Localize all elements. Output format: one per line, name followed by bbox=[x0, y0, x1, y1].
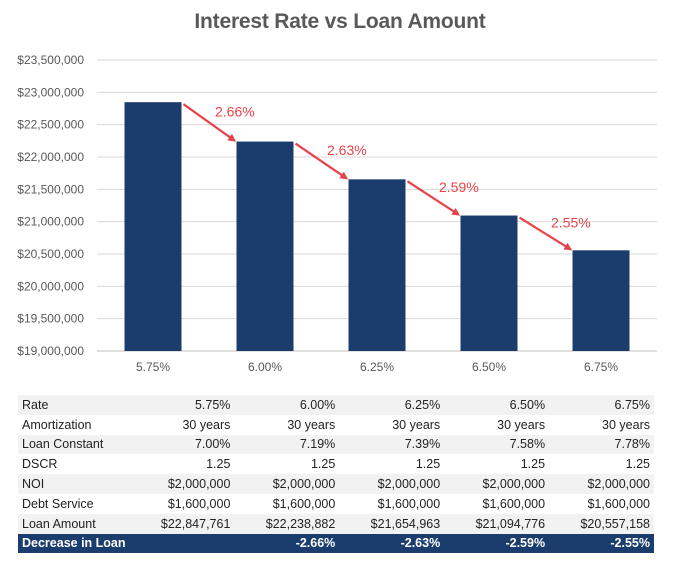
table-cell: 7.58% bbox=[444, 434, 550, 455]
chart-title: Interest Rate vs Loan Amount bbox=[194, 10, 486, 33]
row-label: Loan Amount bbox=[18, 513, 130, 534]
table-cell: 1.25 bbox=[520, 457, 546, 472]
table-cell: 30 years bbox=[182, 417, 231, 432]
x-axis-ticks: 5.75% 6.00% 6.25% 6.50% 6.75% bbox=[136, 360, 618, 374]
table-cell: $22,238,882 bbox=[234, 513, 340, 534]
y-tick-label: $20,500,000 bbox=[17, 247, 84, 261]
row-label: Debt Service bbox=[22, 496, 94, 511]
table-row: Debt Service $1,600,000 $1,600,000 $1,600,0… bbox=[18, 494, 654, 514]
table-cell: $2,000,000 bbox=[339, 474, 445, 494]
decrease-label: 2.59% bbox=[439, 179, 479, 195]
y-tick-label: $22,000,000 bbox=[17, 150, 84, 164]
table-cell: $1,600,000 bbox=[587, 496, 650, 511]
table-cell: 5.75% bbox=[129, 395, 235, 415]
table-row: Rate 5.75% 6.00% 6.25% 6.50% 6.75% bbox=[18, 395, 654, 415]
table-cell: 30 years bbox=[392, 417, 441, 432]
y-tick-label: $21,000,000 bbox=[17, 215, 84, 229]
bar bbox=[348, 179, 406, 351]
x-tick-label: 6.25% bbox=[360, 360, 394, 374]
table-cell: 30 years bbox=[602, 417, 650, 432]
bar bbox=[572, 250, 630, 351]
row-label: DSCR bbox=[22, 457, 58, 472]
table-cell: -2.59% bbox=[444, 533, 550, 554]
table-cell: $2,000,000 bbox=[444, 474, 550, 494]
bar bbox=[124, 102, 182, 351]
table-cell: $21,654,963 bbox=[339, 513, 445, 534]
table-row: Loan Constant 7.00% 7.19% 7.39% 7.58% 7.78% bbox=[18, 434, 654, 455]
decrease-arrow bbox=[406, 180, 461, 216]
table-cell: 7.78% bbox=[549, 434, 654, 455]
annotations: 2.66% 2.63% 2.59% 2.55% bbox=[182, 103, 591, 251]
table-cell: $1,600,000 bbox=[167, 496, 231, 511]
table-cell: 1.25 bbox=[625, 457, 650, 472]
decrease-label: 2.55% bbox=[551, 214, 591, 230]
table-cell: 7.39% bbox=[339, 434, 445, 455]
row-label: NOI bbox=[18, 474, 130, 494]
row-label: Loan Constant bbox=[18, 434, 130, 455]
decrease-label: 2.66% bbox=[215, 103, 255, 119]
y-tick-label: $21,500,000 bbox=[17, 182, 84, 196]
row-label: Rate bbox=[18, 395, 130, 415]
row-label: Decrease in Loan bbox=[18, 533, 130, 554]
table-cell: $22,847,761 bbox=[129, 513, 235, 534]
decrease-arrow bbox=[518, 216, 573, 251]
x-tick-label: 6.50% bbox=[472, 360, 506, 374]
table-cell: $2,000,000 bbox=[234, 474, 340, 494]
y-tick-label: $20,000,000 bbox=[17, 279, 84, 293]
table-cell: 30 years bbox=[287, 417, 336, 432]
table-cell: 1.25 bbox=[310, 457, 336, 472]
table-cell: $1,600,000 bbox=[272, 496, 336, 511]
decrease-label: 2.63% bbox=[327, 142, 367, 158]
table-cell: -2.63% bbox=[339, 533, 445, 554]
decrease-arrow bbox=[294, 142, 349, 180]
bar-chart: $19,000,000 $19,500,000 $20,000,000 $20,500… bbox=[17, 53, 657, 374]
table-cell: $1,600,000 bbox=[377, 496, 441, 511]
table-cell: $2,000,000 bbox=[129, 474, 235, 494]
table-cell: $1,600,000 bbox=[482, 496, 546, 511]
table-cell: $2,000,000 bbox=[549, 474, 654, 494]
table-cell: 7.19% bbox=[234, 434, 340, 455]
bar bbox=[236, 141, 294, 351]
row-label: Amortization bbox=[22, 417, 92, 432]
loan-data-table: Rate 5.75% 6.00% 6.25% 6.50% 6.75% Amortizatio… bbox=[18, 395, 654, 554]
table-row-highlight: Decrease in Loan -2.66% -2.63% -2.59% -2.55% bbox=[18, 533, 654, 554]
table-cell: $20,557,158 bbox=[549, 513, 654, 534]
table-cell: 6.75% bbox=[549, 395, 654, 415]
bars bbox=[124, 102, 630, 351]
decrease-arrow bbox=[182, 103, 237, 142]
table-row: Loan Amount $22,847,761 $22,238,882 $21,654… bbox=[18, 513, 654, 534]
table-row: DSCR 1.25 1.25 1.25 1.25 1.25 bbox=[18, 454, 654, 474]
table-cell bbox=[129, 533, 235, 554]
y-tick-label: $19,000,000 bbox=[17, 344, 84, 358]
x-tick-label: 6.00% bbox=[248, 360, 282, 374]
table-cell: -2.66% bbox=[234, 533, 340, 554]
table-cell: 7.00% bbox=[129, 434, 235, 455]
y-tick-label: $23,500,000 bbox=[17, 53, 84, 67]
bar bbox=[460, 215, 518, 351]
y-tick-label: $22,500,000 bbox=[17, 118, 84, 132]
x-tick-label: 5.75% bbox=[136, 360, 170, 374]
table-row: NOI $2,000,000 $2,000,000 $2,000,000 $2,000,… bbox=[18, 474, 654, 494]
table-cell: $21,094,776 bbox=[444, 513, 550, 534]
y-tick-label: $19,500,000 bbox=[17, 312, 84, 326]
table-cell: 30 years bbox=[497, 417, 546, 432]
table-cell: 6.00% bbox=[234, 395, 340, 415]
table-cell: 6.50% bbox=[444, 395, 550, 415]
table-cell: 1.25 bbox=[415, 457, 441, 472]
table-cell: -2.55% bbox=[549, 533, 654, 554]
table-cell: 6.25% bbox=[339, 395, 445, 415]
y-axis-ticks: $19,000,000 $19,500,000 $20,000,000 $20,500… bbox=[17, 53, 84, 358]
x-tick-label: 6.75% bbox=[584, 360, 618, 374]
table-row: Amortization 30 years 30 years 30 years 30 y… bbox=[18, 415, 654, 435]
table-cell: 1.25 bbox=[206, 457, 231, 472]
y-tick-label: $23,000,000 bbox=[17, 85, 84, 99]
